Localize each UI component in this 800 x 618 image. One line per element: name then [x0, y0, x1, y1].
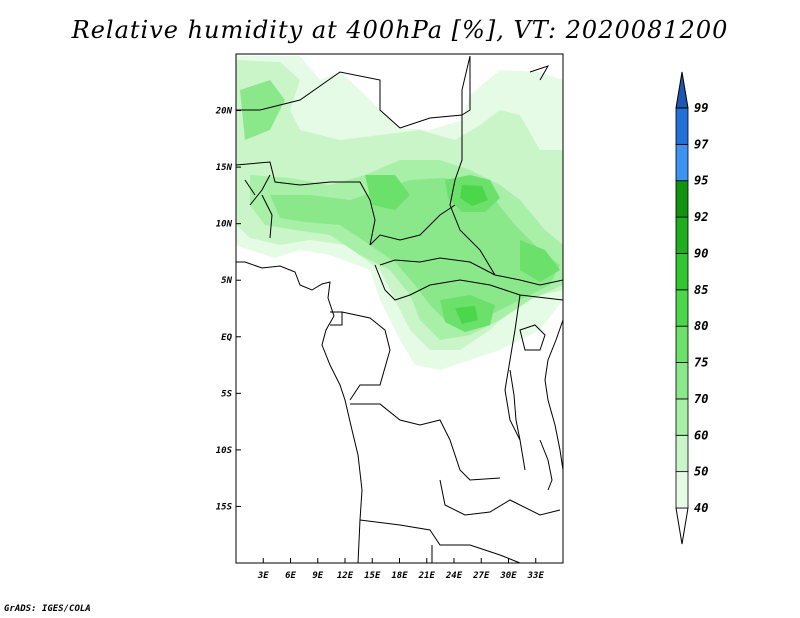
- colorbar-label: 99: [694, 101, 708, 115]
- moist-area-peak-congo: [455, 306, 478, 324]
- colorbar-label: 40: [694, 501, 708, 515]
- map-title: Relative humidity at 400hPa [%], VT: 202…: [71, 16, 729, 44]
- border-gabon: [330, 311, 343, 326]
- lat-tick-label: 20N: [215, 107, 233, 117]
- colorbar-box: [675, 398, 689, 436]
- colorbar-label: 70: [694, 392, 708, 406]
- lon-tick-label: 30E: [499, 571, 517, 581]
- colorbar-box: [675, 434, 689, 473]
- colorbar-box: [675, 107, 689, 145]
- lon-tick-label: 15E: [364, 571, 381, 581]
- lon-tick-label: 12E: [337, 571, 354, 581]
- border-cameroon-south: [374, 264, 564, 301]
- lat-tick-label: 15S: [216, 502, 233, 512]
- lon-tick-label: 24E: [445, 571, 463, 581]
- lon-tick-label: 18E: [391, 571, 408, 581]
- humidity-shading: [236, 56, 563, 370]
- lake-tanganyika: [509, 369, 521, 441]
- moist-area-east: [520, 240, 560, 282]
- border-congo: [341, 311, 391, 401]
- colorbar-box: [675, 289, 689, 327]
- colorbar-box: [675, 362, 689, 400]
- moist-area-west: [240, 80, 285, 140]
- colorbar-label: 95: [694, 174, 708, 188]
- colorbar-label: 80: [694, 319, 708, 333]
- colorbar-label: 85: [694, 283, 708, 297]
- lon-tick-label: 33E: [527, 571, 545, 581]
- border-niger-libya: [399, 55, 471, 129]
- colorbar-low-arrow: [675, 507, 689, 545]
- lat-tick-label: 15N: [216, 163, 233, 173]
- moist-area-peak-chad: [460, 185, 488, 206]
- latitude-ticks: 20N 15N 10N 5N EQ 5S 10S 15S: [215, 107, 241, 512]
- colorbar-label: 75: [694, 356, 708, 370]
- border-chad-sudan: [449, 115, 564, 286]
- border-angola: [350, 403, 501, 481]
- moist-area-core: [270, 178, 560, 325]
- coastline-east-africa: [544, 319, 564, 471]
- colorbar-box: [675, 143, 689, 182]
- colorbar-label: 60: [694, 428, 708, 442]
- border-sahel: [235, 161, 376, 246]
- colorbar-label: 90: [694, 246, 708, 260]
- colorbar-box: [675, 471, 689, 509]
- lake-victoria: [519, 324, 546, 351]
- lat-tick-label: EQ: [221, 333, 232, 343]
- colorbar: 40 50 60 70 75 80 85 90 92 95 97 99: [675, 71, 709, 545]
- colorbar-label: 97: [694, 137, 709, 151]
- border-zambia: [439, 479, 561, 516]
- border-west-small: [244, 174, 273, 239]
- lon-tick-label: 27E: [472, 571, 490, 581]
- border-mali-algeria: [236, 71, 401, 129]
- longitude-ticks: 3E 6E 9E 12E 15E 18E 21E 24E 27E 30E 33E: [257, 558, 545, 581]
- coastline-west-africa: [236, 261, 363, 564]
- lon-tick-label: 9E: [312, 571, 323, 581]
- lon-tick-label: 21E: [418, 571, 436, 581]
- colorbar-label: 92: [694, 210, 708, 224]
- colorbar-high-arrow: [675, 71, 689, 109]
- east-border-sudan: [529, 65, 550, 81]
- lon-tick-label: 3E: [257, 571, 269, 581]
- border-car: [379, 257, 496, 276]
- lat-tick-label: 5N: [221, 276, 232, 286]
- lat-tick-label: 10N: [216, 220, 233, 230]
- moist-area-nigeria: [365, 175, 410, 210]
- lat-tick-label: 5S: [221, 389, 232, 399]
- north-border-egypt: [461, 56, 471, 116]
- lake-malawi: [539, 439, 553, 491]
- lon-tick-label: 6E: [285, 571, 296, 581]
- colorbar-box: [675, 325, 689, 363]
- country-borders: [235, 55, 564, 564]
- grads-credit: GrADS: IGES/COLA: [4, 604, 91, 614]
- border-nigeria-cameroon: [369, 204, 456, 246]
- colorbar-label: 50: [694, 465, 708, 479]
- colorbar-box: [675, 180, 689, 218]
- colorbar-box: [675, 253, 689, 291]
- lat-tick-label: 10S: [216, 446, 233, 456]
- colorbar-box: [675, 216, 689, 254]
- border-angola-south: [359, 519, 521, 564]
